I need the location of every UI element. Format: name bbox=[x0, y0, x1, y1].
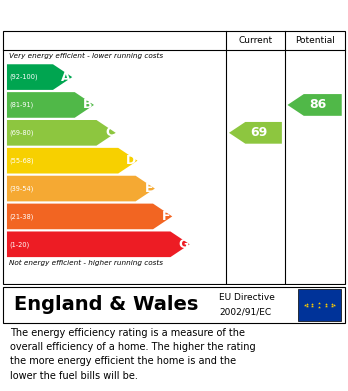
Text: D: D bbox=[126, 154, 136, 167]
Text: Current: Current bbox=[238, 36, 272, 45]
Polygon shape bbox=[7, 204, 172, 229]
Text: F: F bbox=[163, 210, 171, 223]
Text: B: B bbox=[83, 99, 93, 111]
Text: (81-91): (81-91) bbox=[10, 102, 34, 108]
Text: Energy Efficiency Rating: Energy Efficiency Rating bbox=[10, 7, 220, 23]
Text: (55-68): (55-68) bbox=[10, 158, 34, 164]
Text: C: C bbox=[105, 126, 114, 139]
Text: Not energy efficient - higher running costs: Not energy efficient - higher running co… bbox=[9, 260, 163, 265]
Polygon shape bbox=[7, 64, 72, 90]
Text: A: A bbox=[61, 71, 71, 84]
Text: (1-20): (1-20) bbox=[10, 241, 30, 248]
Text: (39-54): (39-54) bbox=[10, 185, 34, 192]
Polygon shape bbox=[287, 94, 342, 116]
Text: 86: 86 bbox=[309, 99, 326, 111]
Text: (21-38): (21-38) bbox=[10, 213, 34, 220]
Text: (92-100): (92-100) bbox=[10, 74, 38, 80]
Text: Very energy efficient - lower running costs: Very energy efficient - lower running co… bbox=[9, 52, 163, 59]
Polygon shape bbox=[229, 122, 282, 143]
Text: E: E bbox=[145, 182, 153, 195]
Text: The energy efficiency rating is a measure of the
overall efficiency of a home. T: The energy efficiency rating is a measur… bbox=[10, 328, 256, 381]
Text: Potential: Potential bbox=[295, 36, 334, 45]
Text: EU Directive: EU Directive bbox=[219, 293, 275, 302]
Text: (69-80): (69-80) bbox=[10, 129, 34, 136]
Text: 69: 69 bbox=[250, 126, 267, 139]
Text: G: G bbox=[178, 238, 188, 251]
Text: England & Wales: England & Wales bbox=[14, 295, 198, 314]
Polygon shape bbox=[7, 176, 155, 201]
Polygon shape bbox=[7, 120, 116, 145]
FancyBboxPatch shape bbox=[298, 289, 341, 321]
Polygon shape bbox=[7, 148, 137, 174]
Polygon shape bbox=[7, 92, 94, 118]
Text: 2002/91/EC: 2002/91/EC bbox=[219, 308, 271, 317]
Polygon shape bbox=[7, 231, 190, 257]
